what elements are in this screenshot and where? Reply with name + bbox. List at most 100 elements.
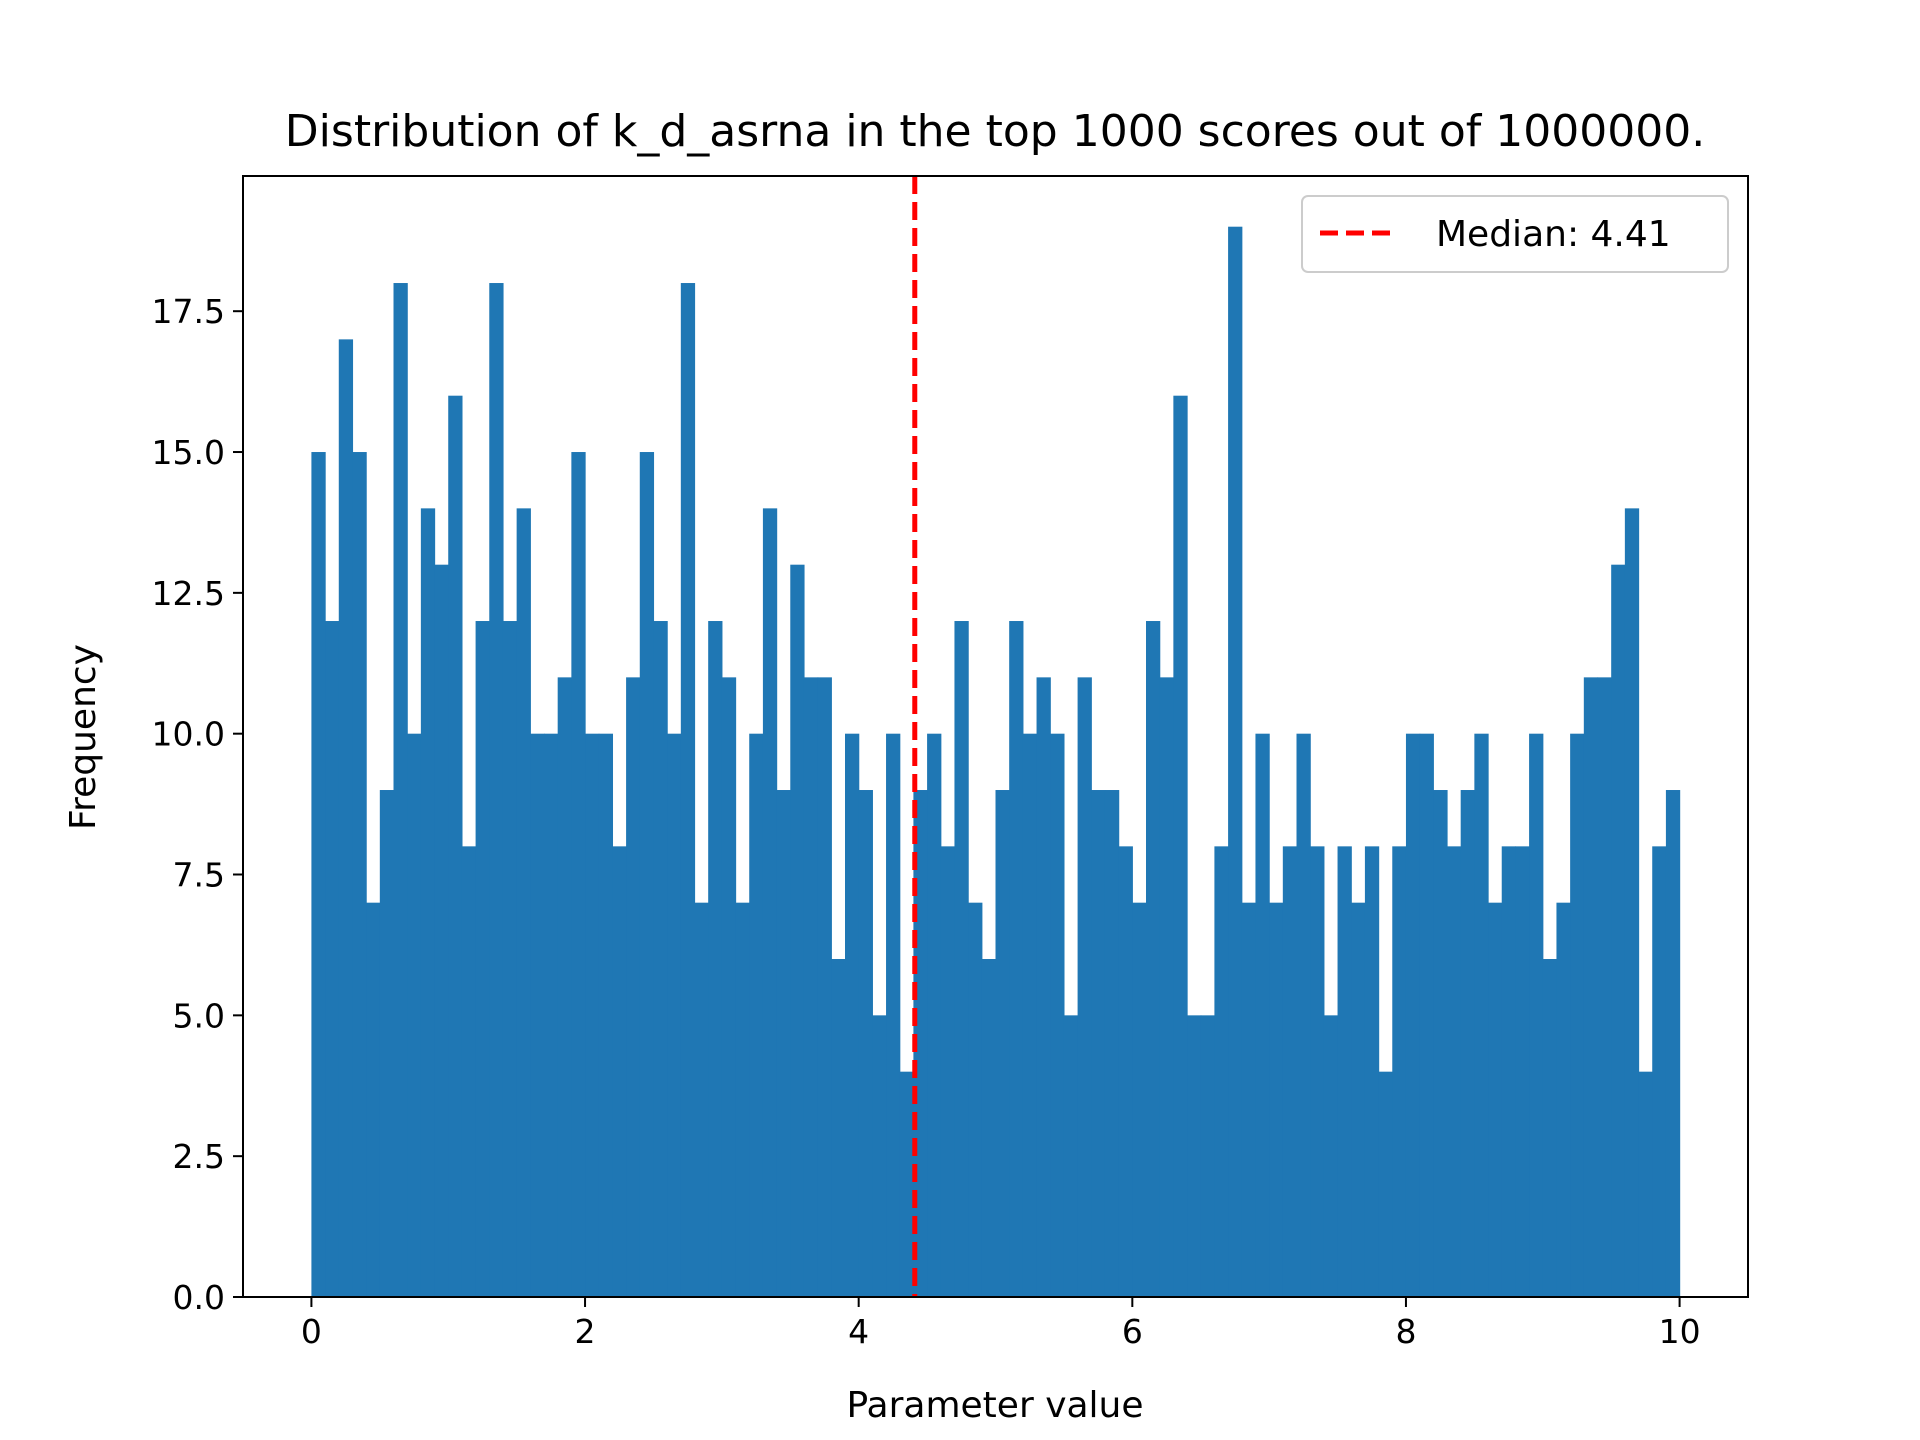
y-tick-label: 7.5 (173, 856, 225, 895)
histogram-bar (1515, 846, 1530, 1297)
y-tick-label: 0.0 (173, 1278, 225, 1317)
histogram-bar (1269, 902, 1284, 1297)
histogram-bar (598, 733, 614, 1297)
histogram-bar (1665, 790, 1681, 1297)
histogram-bar (420, 508, 436, 1297)
histogram-bar (1036, 677, 1051, 1297)
histogram-bar (1009, 621, 1024, 1297)
histogram-bar (366, 902, 381, 1297)
histogram-bar (1364, 846, 1380, 1297)
histogram-bar (1146, 621, 1161, 1297)
y-tick-label: 17.5 (152, 292, 225, 331)
legend-box (1301, 195, 1729, 273)
histogram-bar (708, 621, 723, 1297)
histogram-bar (1091, 790, 1106, 1297)
histogram-bar (1419, 733, 1434, 1297)
y-tick-label: 15.0 (152, 433, 225, 472)
histogram-bar (968, 902, 983, 1297)
histogram-bar (790, 564, 805, 1297)
y-axis: 0.0 2.5 5.0 7.5 10.0 12.5 15.0 17.5 (152, 292, 243, 1317)
histogram-bar (557, 677, 572, 1297)
histogram-bar (1187, 1015, 1202, 1297)
chart-title: Distribution of k_d_asrna in the top 100… (285, 106, 1705, 157)
histogram-bar (502, 621, 518, 1297)
histogram-bar (571, 452, 586, 1297)
x-tick-label: 6 (1122, 1312, 1143, 1351)
histogram-bar (1351, 902, 1366, 1297)
histogram-bar (667, 733, 682, 1297)
histogram-bar (1159, 677, 1174, 1297)
histogram-bar (448, 395, 463, 1297)
histogram-bar (530, 733, 545, 1297)
x-tick-label: 4 (848, 1312, 869, 1351)
histogram-bar (1460, 790, 1475, 1297)
histogram-bar (927, 733, 942, 1297)
histogram-bar (1570, 733, 1585, 1297)
histogram-bar (899, 1071, 915, 1297)
histogram-bar (1474, 733, 1489, 1297)
histogram-bar (1173, 395, 1188, 1297)
histogram-bar (886, 733, 901, 1297)
histogram-bar (1392, 846, 1407, 1297)
histogram-bar (1323, 1015, 1339, 1297)
histogram-bar (352, 452, 367, 1297)
plot-frame (242, 175, 1749, 1298)
histogram-bar (379, 790, 395, 1297)
histogram-bar (1501, 846, 1517, 1297)
histogram-bar (1488, 902, 1503, 1297)
histogram-bar (393, 283, 408, 1297)
histogram-bar (1337, 846, 1352, 1297)
histogram-bar (639, 452, 655, 1297)
histogram-bar (1118, 846, 1133, 1297)
histogram-bar (981, 959, 997, 1297)
histogram-bar (872, 1015, 887, 1297)
histogram-bar (489, 283, 504, 1297)
histogram-bar (694, 902, 709, 1297)
histogram-bar (407, 733, 422, 1297)
histogram-bar (1638, 1071, 1653, 1297)
x-tick-label: 0 (301, 1312, 322, 1351)
histogram-bar (585, 733, 600, 1297)
histogram-bar (1447, 846, 1462, 1297)
histogram-bar (995, 790, 1010, 1297)
histogram-bar (680, 283, 696, 1297)
y-axis-title: Frequency (63, 644, 104, 830)
histogram-bar (653, 621, 668, 1297)
y-tick-label: 5.0 (173, 996, 225, 1035)
histogram-bar (338, 339, 354, 1297)
histogram-bar (1433, 790, 1448, 1297)
histogram-bar (1652, 846, 1667, 1297)
histogram-bar (1378, 1071, 1393, 1297)
histogram-bar (1022, 733, 1038, 1297)
histogram-bar (1542, 959, 1558, 1297)
histogram-bar (954, 621, 969, 1297)
x-tick-label: 8 (1395, 1312, 1416, 1351)
histogram-bar (817, 677, 832, 1297)
histogram-bar (1310, 846, 1325, 1297)
histogram-bar (612, 846, 627, 1297)
histogram-bar (940, 846, 956, 1297)
histogram-bar (1241, 902, 1257, 1297)
histogram-bar (1104, 790, 1120, 1297)
y-tick-label: 10.0 (152, 715, 225, 754)
histogram-bar (1624, 508, 1640, 1297)
histogram-bar (1529, 733, 1544, 1297)
x-tick-label: 10 (1659, 1312, 1701, 1351)
histogram-bar (1611, 564, 1626, 1297)
histogram-bar (776, 790, 791, 1297)
histogram-bar (1132, 902, 1147, 1297)
histogram-bar (1228, 226, 1243, 1297)
histogram-bar (1597, 677, 1612, 1297)
x-axis-title: Parameter value (846, 1385, 1143, 1426)
legend-median-label: Median: 4.41 (1436, 214, 1671, 255)
y-tick-label: 2.5 (173, 1137, 225, 1176)
histogram-bar (475, 621, 490, 1297)
histogram-bar (461, 846, 477, 1297)
histogram-bar (1282, 846, 1298, 1297)
histogram-bar (721, 677, 737, 1297)
histogram-bar (544, 733, 559, 1297)
histogram-bar (516, 508, 531, 1297)
histogram-bar (803, 677, 819, 1297)
y-tick-label: 12.5 (152, 574, 225, 613)
